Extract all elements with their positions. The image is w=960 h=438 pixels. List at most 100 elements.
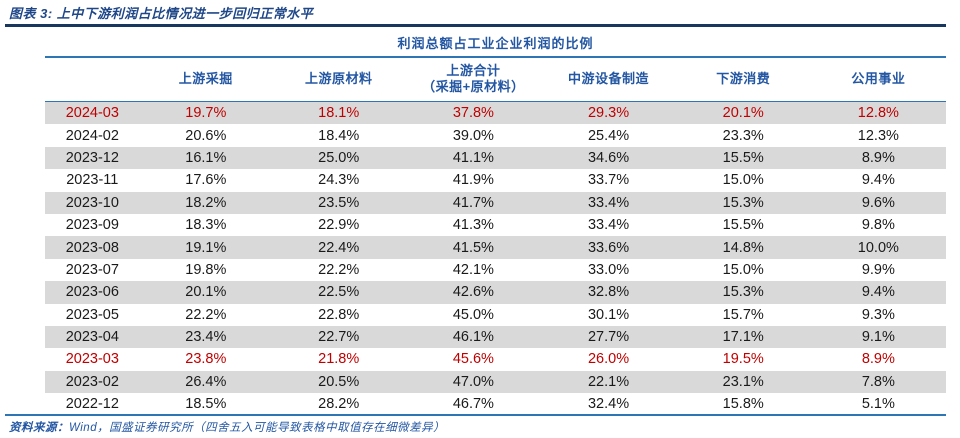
table-row: 2023-06 20.1% 22.5% 42.6% 32.8% 15.3% 9.4% <box>45 281 946 304</box>
table-row: 2023-08 19.1% 22.4% 41.5% 33.6% 14.8% 10.0% <box>45 236 946 259</box>
row-value: 9.6% <box>861 194 895 211</box>
table-row: 2023-04 23.4% 22.7% 46.1% 27.7% 17.1% 9.1% <box>45 325 946 349</box>
row-value: 24.3% <box>318 172 360 189</box>
table-row: 2023-12 16.1% 25.0% 41.1% 34.6% 15.5% 8.9% <box>45 146 946 170</box>
row-value: 25.0% <box>318 149 360 166</box>
source-note: 资料来源：Wind，国盛证券研究所（四舍五入可能导致表格中取值存在细微差异） <box>9 419 445 435</box>
table-title: 利润总额占工业企业利润的比例 <box>397 36 594 51</box>
row-date: 2024-02 <box>65 127 119 144</box>
row-value: 33.7% <box>587 172 630 189</box>
row-value: 41.3% <box>452 217 494 234</box>
table-row: 2023-07 19.8% 22.2% 42.1% 33.0% 15.0% 9.9% <box>45 259 946 281</box>
row-value: 41.7% <box>452 194 494 211</box>
row-date: 2024-03 <box>65 105 119 122</box>
row-value: 14.8% <box>722 239 764 256</box>
row-value: 7.8% <box>861 373 895 390</box>
header-bottom-rule <box>45 100 946 102</box>
table-row: 2023-02 26.4% 20.5% 47.0% 22.1% 23.1% 7.8% <box>45 370 946 394</box>
row-value: 15.7% <box>722 306 764 323</box>
row-value: 17.1% <box>722 329 764 346</box>
row-value: 22.4% <box>318 239 360 256</box>
row-value: 9.9% <box>861 261 895 278</box>
figure-title: 图表 3: 上中下游利润占比情况进一步回归正常水平 <box>9 6 314 21</box>
row-value: 19.7% <box>185 105 227 122</box>
table-row: 2024-03 19.7% 18.1% 37.8% 29.3% 20.1% 12.8% <box>45 102 946 125</box>
row-value: 32.4% <box>587 396 630 413</box>
row-value: 8.9% <box>861 351 895 368</box>
row-value: 15.5% <box>722 149 764 166</box>
row-value: 18.5% <box>185 396 227 413</box>
row-value: 23.8% <box>185 351 227 368</box>
row-value: 45.6% <box>452 351 494 368</box>
row-value: 5.1% <box>861 396 895 413</box>
row-value: 23.1% <box>722 373 764 390</box>
row-value: 17.6% <box>185 172 227 189</box>
row-value: 8.9% <box>861 149 895 166</box>
row-value: 9.3% <box>861 306 895 323</box>
row-value: 23.4% <box>185 329 227 346</box>
row-value: 22.9% <box>318 217 360 234</box>
row-value: 19.1% <box>185 239 227 256</box>
table-row: 2023-09 18.3% 22.9% 41.3% 33.4% 15.5% 9.8% <box>45 214 946 236</box>
row-value: 41.5% <box>452 239 494 256</box>
row-value: 9.1% <box>861 329 895 346</box>
row-value: 32.8% <box>587 284 630 301</box>
row-value: 18.2% <box>185 194 227 211</box>
row-value: 9.8% <box>861 217 895 234</box>
row-value: 20.6% <box>185 127 227 144</box>
row-date: 2023-12 <box>65 149 119 166</box>
row-value: 33.6% <box>587 239 630 256</box>
row-value: 19.8% <box>185 261 227 278</box>
row-value: 22.8% <box>318 306 360 323</box>
row-value: 15.0% <box>722 261 764 278</box>
row-value: 9.4% <box>861 284 895 301</box>
row-date: 2023-02 <box>65 373 119 390</box>
source-note-text: Wind，国盛证券研究所（四舍五入可能导致表格中取值存在细微差异） <box>69 422 446 434</box>
row-value: 18.4% <box>318 127 360 144</box>
row-value: 22.2% <box>185 306 227 323</box>
row-value: 33.0% <box>587 261 630 278</box>
row-value: 15.0% <box>722 172 764 189</box>
row-value: 10.0% <box>857 239 899 256</box>
row-value: 42.6% <box>452 284 494 301</box>
profit-share-table: 利润总额占工业企业利润的比例 上游采掘 上游原材料 上游合计 （采掘+原材料） … <box>45 28 946 415</box>
table-row: 2022-12 18.5% 28.2% 46.7% 32.4% 15.8% 5.1% <box>45 393 946 415</box>
row-date: 2023-04 <box>65 329 119 346</box>
row-value: 15.3% <box>722 284 764 301</box>
row-value: 22.7% <box>318 329 360 346</box>
row-value: 26.0% <box>587 351 630 368</box>
row-date: 2023-05 <box>65 306 119 323</box>
row-value: 45.0% <box>452 306 494 323</box>
row-value: 27.7% <box>587 329 630 346</box>
row-date: 2023-11 <box>66 172 119 189</box>
row-value: 46.1% <box>452 329 494 346</box>
row-value: 16.1% <box>185 149 227 166</box>
column-header-midstream-equipment: 中游设备制造 <box>568 70 650 86</box>
row-value: 19.5% <box>722 351 764 368</box>
row-value: 25.4% <box>587 127 630 144</box>
row-date: 2023-10 <box>65 194 119 211</box>
top-rule <box>5 24 946 27</box>
column-header-upstream-mining: 上游采掘 <box>178 70 233 86</box>
row-value: 21.8% <box>318 351 360 368</box>
column-header-upstream-total-line2: （采掘+原材料） <box>422 79 525 94</box>
row-value: 34.6% <box>587 149 630 166</box>
column-header-downstream-consumption: 下游消费 <box>716 70 771 86</box>
row-value: 30.1% <box>587 306 630 323</box>
row-date: 2023-03 <box>65 351 119 368</box>
row-value: 23.5% <box>318 194 360 211</box>
row-value: 47.0% <box>452 373 494 390</box>
row-value: 33.4% <box>587 217 630 234</box>
row-date: 2023-09 <box>65 217 119 234</box>
row-value: 23.3% <box>722 127 764 144</box>
row-value: 28.2% <box>318 396 360 413</box>
column-header-row: 上游采掘 上游原材料 上游合计 （采掘+原材料） 中游设备制造 下游消费 公用事… <box>45 58 946 101</box>
row-value: 39.0% <box>452 127 494 144</box>
row-value: 26.4% <box>185 373 227 390</box>
column-header-utilities: 公用事业 <box>851 70 906 86</box>
header-top-rule <box>45 56 946 58</box>
row-value: 37.8% <box>452 105 494 122</box>
row-date: 2023-06 <box>65 284 119 301</box>
table-body: 2024-03 19.7% 18.1% 37.8% 29.3% 20.1% 12.8% 202… <box>45 102 946 415</box>
